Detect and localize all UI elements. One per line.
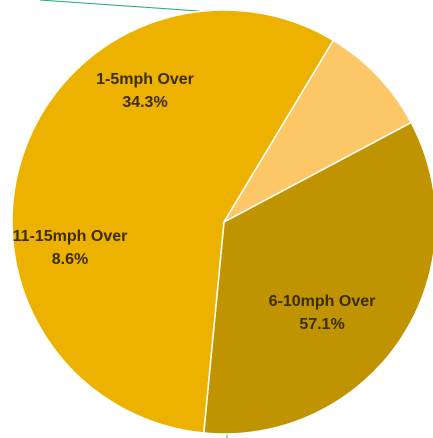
slice-label-name: 11-15mph Over — [13, 228, 128, 245]
connector-line — [39, 0, 214, 13]
slice-label-name: 6-10mph Over — [269, 293, 376, 310]
pie-slice-11-15mph-over — [221, 39, 413, 224]
slice-label-value: 34.3% — [122, 94, 167, 111]
pie-slice-1-5mph-over — [202, 121, 433, 435]
slice-label-name: 1-5mph Over — [96, 71, 194, 88]
pie-slice-6-10mph-over — [11, 9, 335, 434]
slice-label-value: 8.6% — [52, 251, 88, 268]
pie-labels: 1-5mph Over 34.3% 6-10mph Over 57.1% 11-15mp… — [13, 71, 376, 333]
slice-label-value: 57.1% — [299, 316, 344, 333]
pie-slices — [11, 9, 433, 435]
